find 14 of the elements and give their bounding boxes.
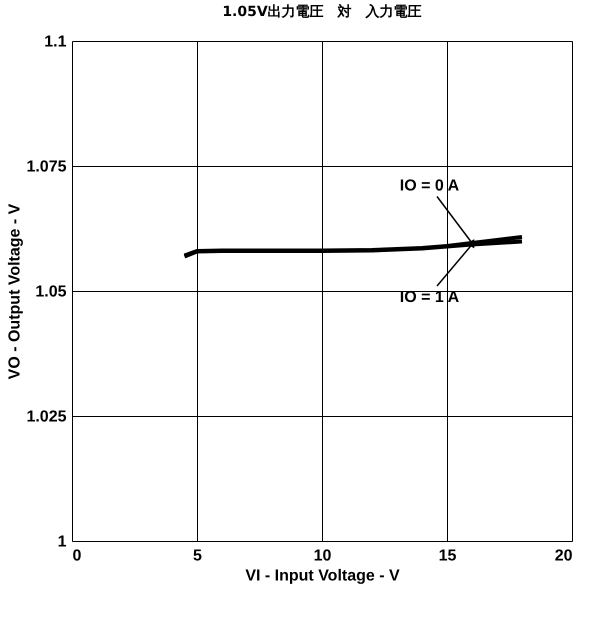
text: IO = 0 A — [400, 178, 460, 194]
x-tick-label: 5 — [193, 548, 202, 564]
x-tick-label: 0 — [72, 548, 82, 564]
y-tick-label: 1 — [58, 534, 67, 550]
chart-title: 1.05V出力電圧 対 入力電圧 — [222, 3, 422, 20]
x-tick-label: 10 — [314, 548, 332, 564]
y-tick-label: 1.05 — [35, 284, 67, 300]
y-tick-label: 1.025 — [26, 408, 67, 426]
x-tick-label: 20 — [554, 548, 573, 564]
x-tick-label: 15 — [438, 548, 456, 564]
y-tick-label: 1.075 — [26, 158, 67, 176]
x-axis-title: VI - Input Voltage - V — [245, 568, 400, 584]
y-tick-label: 1.1 — [44, 34, 67, 50]
y-axis-title: VO - Output Voltage - V — [6, 203, 24, 380]
